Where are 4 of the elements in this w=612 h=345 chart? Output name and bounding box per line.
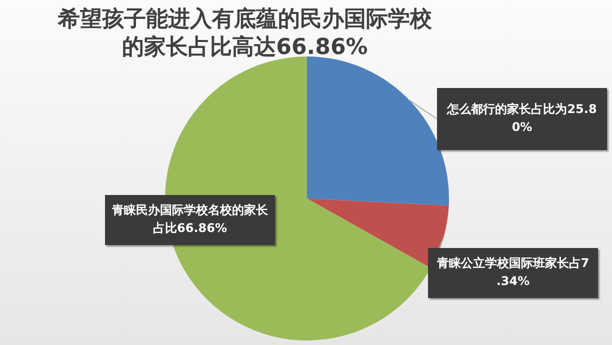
slice-label: 青睐公立学校国际班家长占7.34% — [436, 256, 590, 288]
slice-label: 怎么都行的家长占比为25.80% — [446, 102, 597, 134]
chart-title: 希望孩子能进入有底蕴的民办国际学校的家长占比高达66.86% — [56, 6, 433, 62]
slice-label: 青睐民办国际学校名校的家长占比66.86% — [111, 203, 269, 236]
